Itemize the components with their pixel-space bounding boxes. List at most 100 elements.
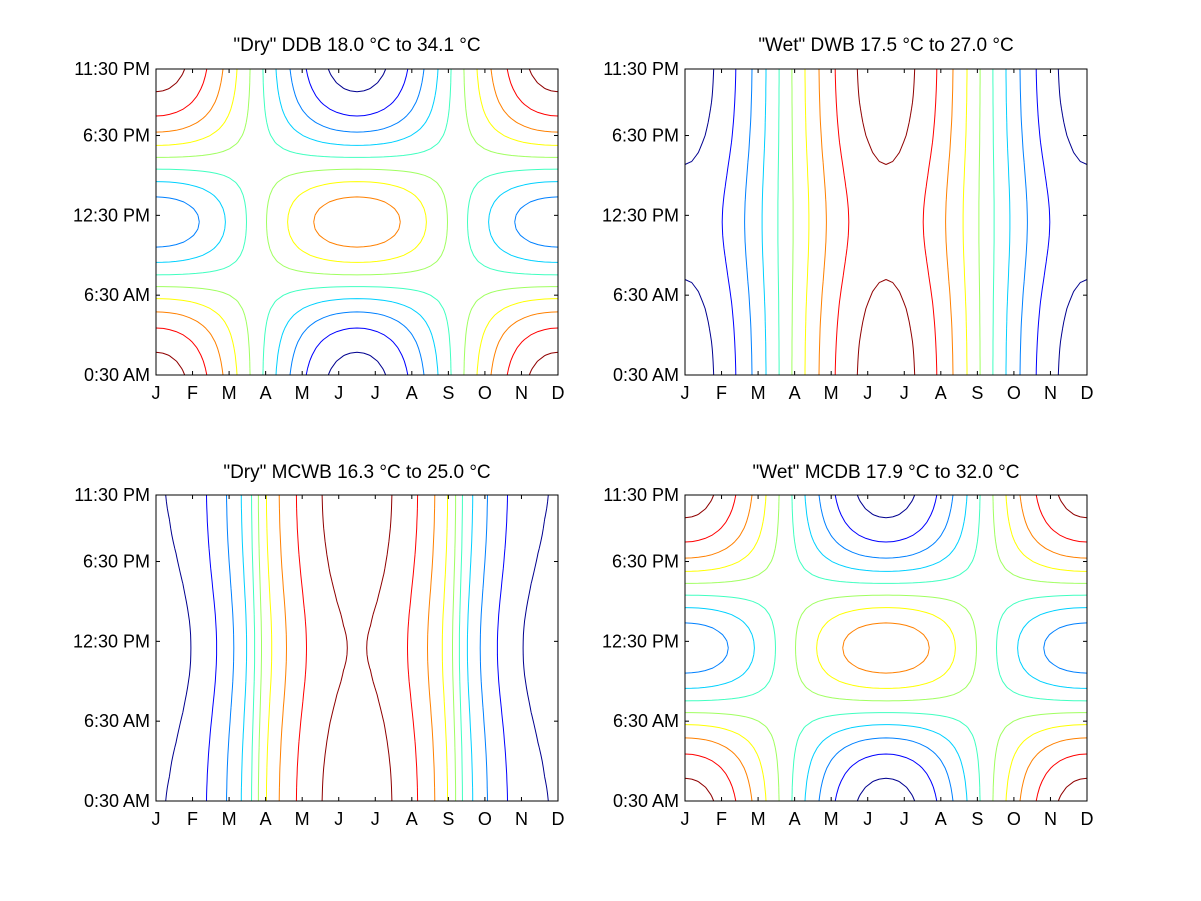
contour-line-level-5 bbox=[251, 494, 463, 802]
contour-line-level-1 bbox=[327, 68, 387, 376]
subplot-mcdb-ticks: J F M A M J J A S O N D 0:30 AM 6:30 AM 12:30 PM 6:30 P… bbox=[602, 485, 1094, 829]
contour-line-level-7 bbox=[265, 494, 449, 802]
subplot-mcwb-axes-box bbox=[155, 494, 559, 802]
x-tick-label: D bbox=[552, 383, 565, 403]
contour-line-level-10 bbox=[155, 68, 559, 376]
subplot-mcdb: "Wet" MCDB 17.9 °C to 32.0 °C J F M A M J J A S O… bbox=[602, 462, 1094, 829]
x-tick-label: J bbox=[152, 809, 161, 829]
x-tick-label: A bbox=[406, 383, 418, 403]
contour-line-level-2 bbox=[834, 494, 938, 802]
subplot-mcwb-title: "Dry" MCWB 16.3 °C to 25.0 °C bbox=[223, 462, 490, 483]
y-tick-label: 6:30 PM bbox=[612, 126, 679, 146]
x-tick-label: N bbox=[515, 809, 528, 829]
contour-line-level-9 bbox=[155, 68, 559, 376]
contour-line-level-2 bbox=[305, 68, 409, 376]
y-tick-label: 6:30 AM bbox=[84, 285, 150, 305]
subplot-mcdb-contours bbox=[684, 494, 1088, 802]
contour-line-level-6 bbox=[791, 69, 981, 375]
x-tick-label: D bbox=[1081, 809, 1094, 829]
contour-line-level-8 bbox=[818, 68, 954, 376]
y-tick-label: 6:30 PM bbox=[83, 126, 150, 146]
contour-line-level-6 bbox=[257, 495, 457, 801]
y-tick-label: 6:30 PM bbox=[83, 552, 150, 572]
y-tick-label: 12:30 PM bbox=[602, 631, 679, 651]
x-tick-label: S bbox=[442, 809, 454, 829]
x-tick-label: A bbox=[935, 383, 947, 403]
contour-line-level-3 bbox=[226, 494, 488, 802]
subplot-ddb-ticks: J F M A M J J A S O N D 0:30 AM 6:30 AM 12:30 PM 6:30 P… bbox=[73, 59, 565, 403]
x-tick-label: A bbox=[260, 383, 272, 403]
contour-line-level-5 bbox=[777, 69, 995, 375]
subplot-mcdb-title: "Wet" MCDB 17.9 °C to 32.0 °C bbox=[753, 462, 1020, 483]
y-tick-label: 12:30 PM bbox=[73, 631, 150, 651]
x-tick-label: M bbox=[824, 383, 839, 403]
contour-line-level-4 bbox=[155, 68, 559, 376]
y-tick-label: 11:30 PM bbox=[603, 485, 679, 505]
x-tick-label: D bbox=[1081, 383, 1094, 403]
subplot-ddb-title: "Dry" DDB 18.0 °C to 34.1 °C bbox=[233, 35, 480, 56]
contour-line-level-1 bbox=[856, 494, 916, 802]
x-tick-label: D bbox=[552, 809, 565, 829]
contour-line-level-3 bbox=[684, 494, 1088, 802]
x-tick-label: N bbox=[515, 383, 528, 403]
y-tick-label: 6:30 AM bbox=[84, 711, 150, 731]
x-tick-label: J bbox=[152, 383, 161, 403]
x-tick-label: J bbox=[334, 809, 343, 829]
x-tick-label: A bbox=[935, 809, 947, 829]
y-tick-label: 0:30 AM bbox=[84, 791, 150, 811]
x-tick-label: A bbox=[260, 809, 272, 829]
x-tick-label: M bbox=[751, 809, 766, 829]
y-tick-label: 12:30 PM bbox=[602, 205, 679, 225]
x-tick-label: J bbox=[371, 383, 380, 403]
y-tick-label: 6:30 AM bbox=[613, 711, 679, 731]
x-tick-label: F bbox=[187, 809, 198, 829]
x-tick-label: J bbox=[334, 383, 343, 403]
contour-line-level-10 bbox=[856, 68, 916, 376]
x-tick-label: O bbox=[1007, 383, 1021, 403]
x-tick-label: A bbox=[789, 809, 801, 829]
y-tick-label: 12:30 PM bbox=[73, 205, 150, 225]
contour-line-level-10 bbox=[321, 494, 393, 802]
contour-line-level-4 bbox=[684, 494, 1088, 802]
contour-line-level-9 bbox=[684, 494, 1088, 802]
subplot-mcwb-ticks: J F M A M J J A S O N D 0:30 AM 6:30 AM 12:30 PM 6:30 P… bbox=[73, 485, 565, 829]
contour-line-level-8 bbox=[155, 68, 559, 376]
contour-line-level-7 bbox=[804, 69, 968, 375]
contour-line-level-4 bbox=[240, 495, 474, 801]
y-tick-label: 0:30 AM bbox=[84, 365, 150, 385]
x-tick-label: J bbox=[900, 809, 909, 829]
subplot-dwb-title: "Wet" DWB 17.5 °C to 27.0 °C bbox=[758, 35, 1013, 56]
x-tick-label: S bbox=[971, 809, 983, 829]
subplot-mcwb: "Dry" MCWB 16.3 °C to 25.0 °C J F M A M J J A S O… bbox=[73, 462, 565, 829]
x-tick-label: J bbox=[681, 383, 690, 403]
x-tick-label: F bbox=[187, 383, 198, 403]
contour-line-level-6 bbox=[685, 494, 1087, 802]
x-tick-label: A bbox=[789, 383, 801, 403]
x-tick-label: M bbox=[222, 809, 237, 829]
y-tick-label: 0:30 AM bbox=[613, 365, 679, 385]
contour-line-level-9 bbox=[834, 68, 938, 376]
subplot-dwb-contours bbox=[684, 68, 1088, 376]
contour-line-level-7 bbox=[155, 68, 559, 376]
subplot-ddb-contours bbox=[155, 68, 559, 376]
subplot-mcdb-axes-box bbox=[684, 494, 1088, 802]
y-tick-label: 6:30 AM bbox=[613, 285, 679, 305]
contour-line-level-5 bbox=[155, 68, 559, 376]
contour-line-level-3 bbox=[744, 68, 1028, 376]
contour-line-level-8 bbox=[684, 494, 1088, 802]
x-tick-label: S bbox=[971, 383, 983, 403]
x-tick-label: J bbox=[900, 383, 909, 403]
x-tick-label: O bbox=[478, 809, 492, 829]
contour-line-level-1 bbox=[684, 68, 1088, 376]
x-tick-label: M bbox=[222, 383, 237, 403]
contour-line-level-7 bbox=[684, 494, 1088, 802]
contour-line-level-2 bbox=[206, 494, 508, 802]
x-tick-label: M bbox=[824, 809, 839, 829]
x-tick-label: N bbox=[1044, 383, 1057, 403]
subplot-dwb-ticks: J F M A M J J A S O N D 0:30 AM 6:30 AM 12:30 PM 6:30 P… bbox=[602, 59, 1094, 403]
x-tick-label: A bbox=[406, 809, 418, 829]
x-tick-label: J bbox=[863, 809, 872, 829]
contour-line-level-9 bbox=[295, 494, 419, 802]
